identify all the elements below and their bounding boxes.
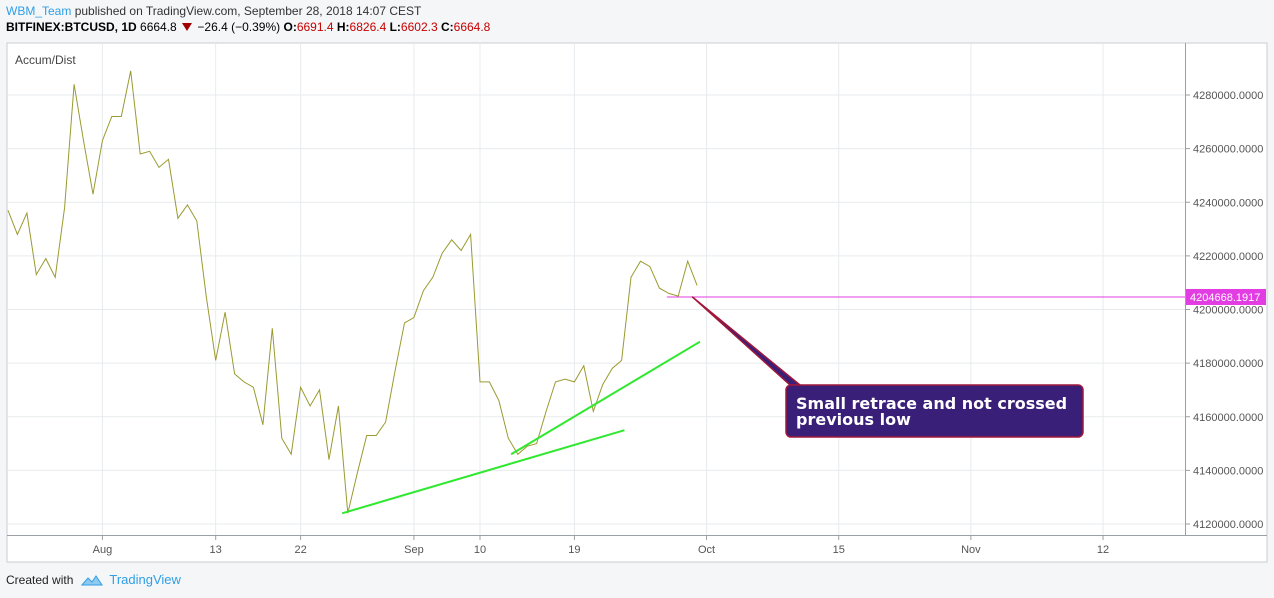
chart-background [6,42,1268,563]
y-tick-label: 4140000.0000 [1193,465,1263,477]
chart-header: WBM_Team published on TradingView.com, S… [6,3,490,35]
y-tick-label: 4200000.0000 [1193,305,1263,317]
grid [7,43,1185,535]
open-label: O: [283,20,297,34]
last-value-badge [1186,288,1266,305]
ohlc-line: BITFINEX:BTCUSD, 1D 6664.8 −26.4 (−0.39%… [6,19,490,35]
tradingview-logo-icon [81,574,104,585]
x-tick-label: Sep [404,544,424,556]
last-value-label: 4204668.1917 [1190,292,1260,304]
level-line-group[interactable]: 4204668.1917 [666,288,1266,305]
x-tick-label: 13 [210,544,222,556]
x-tick-label: 12 [1097,544,1109,556]
price-change: −26.4 (−0.39%) [197,20,281,34]
y-tick-label: 4240000.0000 [1193,197,1263,209]
author-link[interactable]: WBM_Team [6,4,72,18]
y-tick-label: 4180000.0000 [1193,358,1263,370]
x-tick-label: Aug [93,544,113,556]
publish-info: published on TradingView.com, September … [74,4,422,18]
created-with-text: Created with [6,572,74,587]
y-tick-label: 4120000.0000 [1193,519,1263,531]
x-tick-label: 15 [833,544,845,556]
high-label: H: [336,20,350,34]
y-tick-label: 4160000.0000 [1193,412,1263,424]
publish-line: WBM_Team published on TradingView.com, S… [6,3,490,19]
tradingview-brand-link[interactable]: TradingView [109,572,181,587]
trendline[interactable] [341,429,625,515]
symbol-label[interactable]: BITFINEX:BTCUSD, 1D [6,20,137,34]
trendline[interactable] [510,340,701,456]
x-tick-label: 22 [295,544,307,556]
close-value: 6664.8 [453,20,491,34]
indicator-label: Accum/Dist [15,53,76,67]
y-axis-ticks: 4280000.0000 4260000.0000 4240000.0000 4220… [1185,90,1263,531]
close-label: C: [440,20,454,34]
down-arrow-icon [182,23,193,31]
footer: Created with TradingView [6,572,181,587]
callout-box[interactable] [785,384,1084,438]
high-value: 6826.4 [349,20,387,34]
x-tick-label: 10 [474,544,486,556]
series-layer [7,70,698,514]
accum-dist-line [7,70,698,514]
low-value: 6602.3 [400,20,438,34]
y-tick-label: 4260000.0000 [1193,144,1263,156]
last-price: 6664.8 [140,20,177,34]
callout-text-line: previous low [796,410,911,429]
callout-text-line: Small retrace and not crossed [796,394,1067,413]
y-tick-label: 4280000.0000 [1193,90,1263,102]
x-tick-label: Oct [698,544,715,556]
low-label: L: [389,20,401,34]
x-tick-label: Nov [961,544,981,556]
y-tick-label: 4220000.0000 [1193,251,1263,263]
x-tick-label: 19 [568,544,580,556]
open-value: 6691.4 [296,20,334,34]
x-axis-ticks: Aug 13 22 Sep 10 19 Oct 15 Nov 12 [93,535,1109,556]
trendlines[interactable] [341,340,701,515]
